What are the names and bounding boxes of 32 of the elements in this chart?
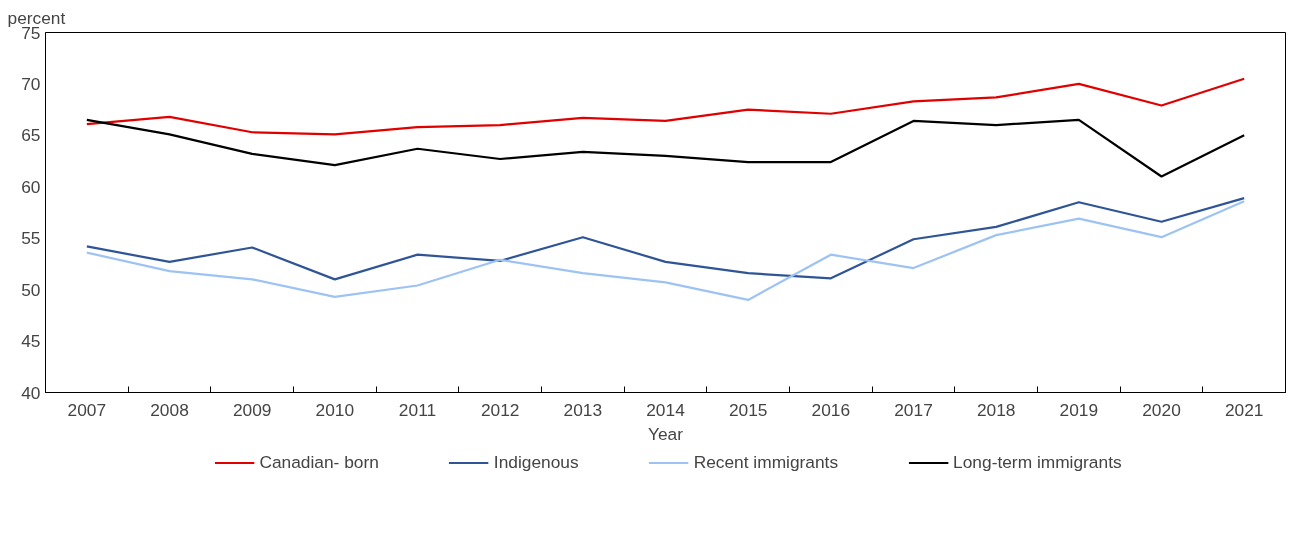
x-tick-label: 2018: [976, 399, 1016, 420]
x-tick-label: 2012: [480, 399, 520, 420]
x-tick-label: 2011: [398, 399, 437, 420]
y-tick-label: 55: [21, 228, 41, 249]
x-tick-label: 2010: [315, 399, 355, 420]
line-series: [85, 118, 1246, 178]
x-tick-label: 2017: [894, 399, 933, 420]
x-tick-label: 2019: [1059, 399, 1099, 420]
line-series: [85, 200, 1246, 302]
x-tick-label: 2015: [728, 399, 768, 420]
x-tick-label: 2013: [563, 399, 603, 420]
y-axis-title: percent: [7, 7, 66, 28]
x-tick-label: 2021: [1224, 399, 1264, 420]
y-tick-label: 50: [21, 279, 41, 300]
x-tick-label: 2008: [150, 399, 189, 420]
x-tick-label: 2016: [811, 399, 851, 420]
x-axis-title: Year: [647, 423, 684, 444]
x-tick-label: 2020: [1142, 399, 1181, 420]
x-tick-label: 2009: [232, 399, 272, 420]
legend-label: Canadian- born: [259, 451, 379, 473]
y-tick-label: 70: [21, 73, 41, 94]
x-tick-label: 2007: [67, 399, 107, 420]
legend-label: Recent immigrants: [693, 451, 839, 473]
legend-label: Long-term immigrants: [953, 451, 1122, 473]
line-series: [85, 77, 1246, 136]
y-tick-label: 40: [21, 382, 41, 403]
x-tick-label: 2014: [646, 399, 686, 420]
y-tick-label: 45: [21, 331, 41, 352]
line-series: [85, 197, 1246, 281]
y-tick-label: 65: [21, 125, 41, 146]
y-tick-label: 60: [21, 176, 41, 197]
legend-label: Indigenous: [493, 451, 579, 473]
